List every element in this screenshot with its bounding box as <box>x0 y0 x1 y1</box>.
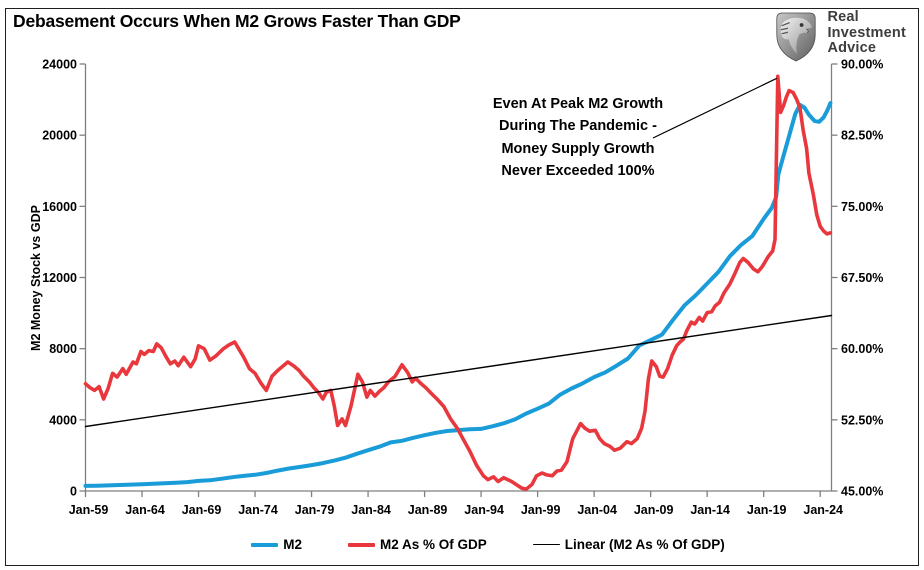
left-axis-title: M2 Money Stock vs GDP <box>29 205 43 351</box>
legend-label-m2-pct-gdp: M2 As % Of GDP <box>379 537 487 552</box>
right-axis-tick-label: 45.00% <box>841 485 883 499</box>
x-axis-tick-label: Jan-24 <box>803 503 843 517</box>
m2-pct-gdp-line-swatch <box>347 542 375 547</box>
x-axis-tick-label: Jan-64 <box>125 503 165 517</box>
chart-title: Debasement Occurs When M2 Grows Faster T… <box>13 11 461 31</box>
x-axis-tick-label: Jan-59 <box>69 503 109 517</box>
right-axis-tick-label: 75.00% <box>841 200 883 214</box>
legend-label-m2: M2 <box>283 537 302 552</box>
linear-trend-line <box>84 314 833 428</box>
linear-trend-line-swatch <box>532 543 560 546</box>
x-axis-tick-label: Jan-04 <box>577 503 617 517</box>
logo-wordmark: Real Investment Advice <box>827 9 906 57</box>
x-axis-tick-label: Jan-84 <box>351 503 391 517</box>
pandemic-annotation: Even At Peak M2 Growth During The Pandem… <box>492 96 664 180</box>
right-axis-tick-label: 52.50% <box>841 413 883 427</box>
right-axis-tick-label: 67.50% <box>841 271 883 285</box>
left-axis-tick-label: 24000 <box>42 58 77 72</box>
left-axis-tick-label: 4000 <box>49 413 77 427</box>
left-axis-tick-label: 12000 <box>42 271 77 285</box>
x-axis-tick-label: Jan-14 <box>690 503 730 517</box>
x-axis-tick-label: Jan-94 <box>464 503 504 517</box>
eagle-shield-icon <box>776 12 817 62</box>
logo-line-2: Investment <box>827 24 906 41</box>
legend-label-linear-trend: Linear (M2 As % Of GDP) <box>564 537 725 552</box>
logo-line-1: Real <box>827 9 859 25</box>
m2-pct-gdp-series-line <box>83 74 833 491</box>
right-axis-tick-label: 90.00% <box>841 58 883 72</box>
right-axis-tick-label: 60.00% <box>841 342 883 356</box>
legend-item-m2-pct-gdp: M2 As % Of GDP <box>347 537 487 552</box>
ria-logo: Real Investment Advice <box>772 9 906 64</box>
x-axis-tick-label: Jan-99 <box>521 503 561 517</box>
legend-item-linear-trend: Linear (M2 As % Of GDP) <box>532 537 725 552</box>
left-axis-tick-label: 20000 <box>42 129 77 143</box>
x-axis-tick-label: Jan-74 <box>238 503 278 517</box>
x-axis-tick-label: Jan-19 <box>747 503 787 517</box>
logo-line-3: Advice <box>827 40 877 56</box>
legend-item-m2: M2 <box>251 537 302 552</box>
x-axis-tick-label: Jan-89 <box>408 503 448 517</box>
left-axis-tick-label: 8000 <box>49 342 77 356</box>
left-axis-tick-label: 16000 <box>42 200 77 214</box>
x-axis-tick-label: Jan-79 <box>295 503 335 517</box>
x-axis-tick-label: Jan-69 <box>182 503 222 517</box>
right-axis-tick-label: 82.50% <box>841 129 883 143</box>
left-axis-tick-label: 0 <box>70 485 77 499</box>
x-axis-tick-label: Jan-09 <box>634 503 674 517</box>
annotation-callout-line <box>652 77 778 139</box>
chart-legend: M2 M2 As % Of GDP Linear (M2 As % Of GDP… <box>26 537 924 552</box>
m2-line-swatch <box>251 542 279 547</box>
